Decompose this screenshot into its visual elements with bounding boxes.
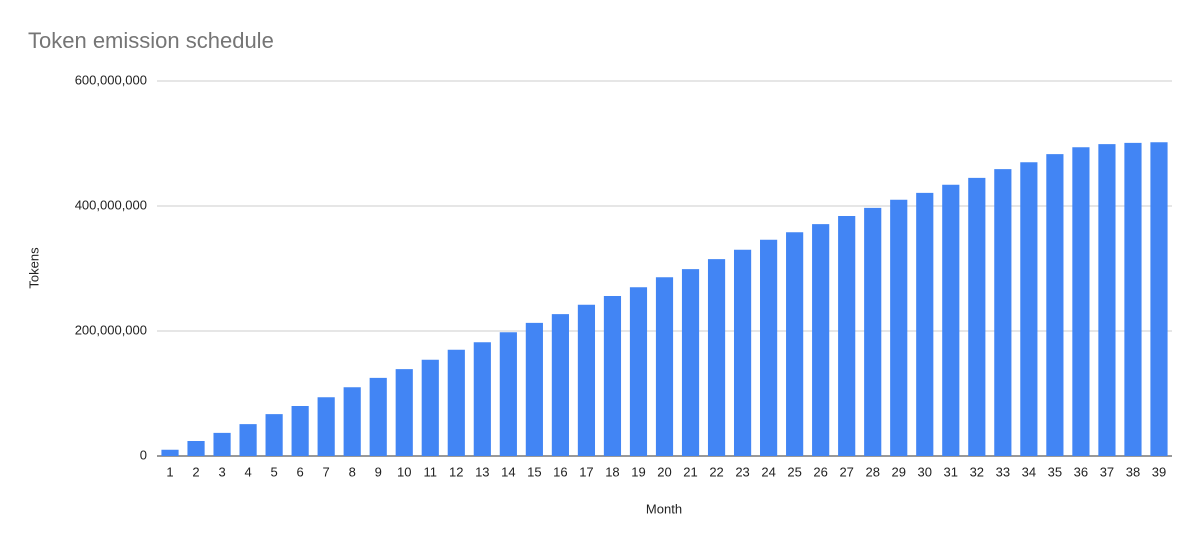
bar (812, 224, 830, 456)
bar (265, 414, 283, 456)
y-tick-label: 600,000,000 (75, 72, 147, 87)
bar (447, 349, 465, 456)
bar (629, 287, 648, 456)
chart-title: Token emission schedule (28, 28, 274, 53)
bar (525, 322, 543, 456)
x-tick-label: 22 (709, 464, 723, 479)
bar (1020, 162, 1038, 456)
bar (369, 377, 387, 456)
x-tick-label: 19 (631, 464, 645, 479)
x-tick-label: 10 (397, 464, 411, 479)
y-tick-label: 0 (140, 447, 147, 462)
x-tick-label: 3 (218, 464, 225, 479)
x-tick-label: 7 (323, 464, 330, 479)
bar (1124, 142, 1142, 456)
x-tick-label: 11 (424, 464, 438, 479)
x-tick-label: 2 (192, 464, 199, 479)
bar (421, 359, 439, 456)
y-axis-label: Tokens (26, 247, 41, 289)
bar (1098, 144, 1116, 456)
bar (577, 304, 596, 456)
bar (603, 296, 622, 456)
bar (161, 449, 179, 456)
bar (707, 259, 726, 456)
x-tick-label: 36 (1074, 464, 1088, 479)
x-tick-label: 16 (553, 464, 567, 479)
bar (551, 314, 569, 456)
bar (239, 424, 257, 456)
x-tick-label: 21 (683, 464, 697, 479)
bar (968, 177, 986, 456)
bar (499, 332, 517, 456)
bar (655, 277, 674, 456)
bar (733, 249, 752, 456)
bar (942, 184, 960, 456)
x-tick-label: 30 (918, 464, 932, 479)
x-tick-label: 6 (297, 464, 304, 479)
bar (864, 207, 882, 456)
x-tick-label: 25 (787, 464, 801, 479)
bar (916, 192, 934, 456)
x-tick-label: 24 (761, 464, 775, 479)
bar (187, 441, 205, 456)
bar (213, 432, 231, 456)
x-tick-label: 13 (475, 464, 489, 479)
x-axis-label: Month (646, 501, 682, 516)
bar (343, 387, 361, 456)
x-tick-label: 9 (375, 464, 382, 479)
bar (786, 232, 804, 456)
x-tick-label: 33 (996, 464, 1010, 479)
x-tick-label: 8 (349, 464, 356, 479)
x-tick-label: 15 (527, 464, 541, 479)
x-tick-label: 5 (270, 464, 277, 479)
x-tick-label: 20 (657, 464, 671, 479)
bar (760, 239, 778, 456)
bar (473, 342, 491, 456)
x-tick-label: 34 (1022, 464, 1036, 479)
bar (1046, 154, 1064, 456)
x-tick-label: 18 (605, 464, 619, 479)
bar (291, 406, 309, 456)
x-tick-label: 29 (891, 464, 905, 479)
x-tick-label: 1 (166, 464, 173, 479)
x-tick-label: 32 (970, 464, 984, 479)
bar (317, 397, 335, 456)
x-tick-label: 27 (839, 464, 853, 479)
bar (681, 269, 700, 456)
x-tick-label: 23 (735, 464, 749, 479)
x-tick-label: 28 (865, 464, 879, 479)
bar (1072, 147, 1090, 456)
x-tick-label: 35 (1048, 464, 1062, 479)
bar (395, 369, 413, 456)
y-tick-label: 200,000,000 (75, 322, 147, 337)
bar (838, 216, 856, 456)
x-tick-label: 14 (501, 464, 515, 479)
y-tick-label: 400,000,000 (75, 197, 147, 212)
x-tick-label: 12 (449, 464, 463, 479)
x-tick-label: 17 (579, 464, 593, 479)
x-tick-label: 31 (944, 464, 958, 479)
x-tick-label: 37 (1100, 464, 1114, 479)
bar (994, 169, 1012, 456)
x-tick-label: 39 (1152, 464, 1166, 479)
bar (890, 199, 908, 456)
x-tick-label: 26 (813, 464, 827, 479)
bar (1150, 142, 1168, 456)
x-tick-label: 4 (244, 464, 251, 479)
x-tick-label: 38 (1126, 464, 1140, 479)
